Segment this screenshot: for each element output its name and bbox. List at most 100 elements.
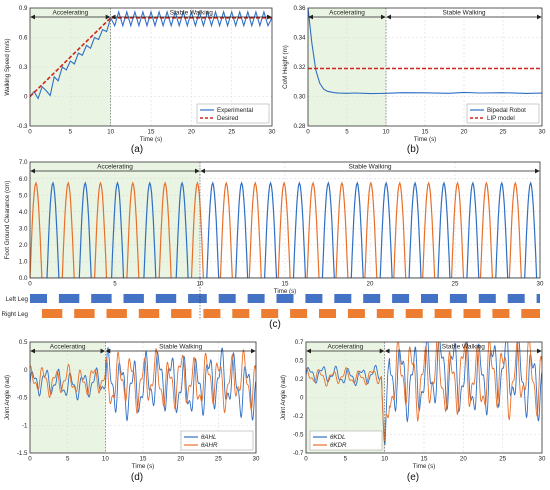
gait-stance-bar: [363, 294, 381, 303]
y-tick-label: 0.6: [19, 35, 28, 42]
x-tick-label: 25: [228, 129, 235, 136]
left-foot-swing: [495, 181, 509, 278]
y-tick-label: -0.5: [17, 395, 28, 402]
panel-label: (b): [407, 144, 419, 155]
stable-walking-label: Stable Walking: [170, 10, 213, 17]
x-tick-label: 20: [367, 281, 374, 288]
y-axis-label: Joint Angle (rad): [4, 375, 11, 420]
left-foot-swing: [350, 181, 364, 278]
right-foot-swing: [306, 181, 320, 278]
y-tick-label: 7.0: [19, 159, 28, 166]
gait-stance-bar: [478, 294, 496, 303]
panel-label: (d): [131, 472, 143, 483]
gait-stance-bar: [106, 309, 127, 318]
gait-stance-bar: [74, 309, 95, 318]
y-axis-label: Foot Ground Clearance (cm): [4, 181, 11, 260]
legend-box: [466, 103, 540, 124]
left-foot-swing: [46, 181, 60, 278]
y-tick-label: 0.7: [295, 339, 304, 346]
y-tick-label: 0.2: [295, 376, 304, 383]
left-foot-swing: [524, 181, 538, 278]
x-tick-label: 0: [28, 456, 32, 463]
y-tick-label: 5.0: [19, 192, 28, 199]
legend-label: Desired: [217, 115, 239, 122]
x-tick-label: 20: [188, 129, 195, 136]
y-tick-label: 0.30: [293, 94, 306, 101]
y-tick-label: -1: [22, 422, 28, 429]
right-foot-swing: [508, 181, 522, 278]
accelerating-label: Accelerating: [97, 164, 133, 171]
series-group: [30, 346, 256, 422]
series-group: [306, 342, 542, 446]
gait-stance-bar: [290, 309, 308, 318]
right-foot-swing: [126, 181, 140, 278]
right-foot-swing: [61, 181, 75, 278]
right-foot-swing: [277, 181, 291, 278]
gait-stance-bar: [392, 294, 410, 303]
panel-b-chart: Accelerating Stable Walking 0 5 10 15 20 25 30 0.…: [282, 5, 546, 155]
axes-frame: [305, 341, 543, 454]
left-foot-swing: [264, 181, 278, 278]
panel-a-chart: Accelerating Stable Walking 0 5 10 15 20 25 30 -0…: [4, 5, 276, 155]
y-tick-label: -0.5: [293, 432, 304, 439]
panel-label: (c): [269, 319, 281, 330]
axes-frame: [29, 341, 257, 454]
y-axis-label: Walking Speed (m/s): [4, 38, 11, 95]
legend-label: θKDL: [330, 434, 346, 441]
left-foot-swing: [466, 181, 480, 278]
left-foot-swing: [111, 181, 125, 278]
x-tick-label: 30: [537, 281, 544, 288]
accelerating-label: Accelerating: [50, 344, 86, 351]
panel-label: (e): [407, 472, 419, 483]
y-tick-label: 1.0: [19, 259, 28, 266]
x-axis-label: Time (s): [274, 288, 296, 295]
gait-stance-bar: [41, 309, 63, 318]
x-tick-label: 15: [282, 281, 289, 288]
y-tick-label: 0.36: [293, 5, 306, 12]
y-tick-label: 0.28: [293, 123, 306, 130]
gait-stance-bar: [507, 294, 525, 303]
x-tick-label: 30: [539, 456, 546, 463]
legend-box: [180, 430, 254, 451]
x-tick-label: 20: [177, 456, 184, 463]
axes-frame: [29, 161, 541, 279]
stable-walking-label: Stable Walking: [442, 10, 485, 17]
x-tick-label: 5: [113, 281, 117, 288]
legend-box: [196, 103, 270, 124]
x-tick-label: 25: [499, 456, 506, 463]
stable-walking-label: Stable Walking: [348, 164, 391, 171]
y-tick-label: 6.0: [19, 176, 28, 183]
x-tick-label: 15: [148, 129, 155, 136]
x-axis-label: Time (s): [413, 463, 435, 470]
gait-stance-bar: [521, 309, 540, 318]
y-tick-label: -0.2: [293, 413, 304, 420]
gait-stance-bar: [421, 294, 438, 303]
gait-stance-bar: [30, 294, 47, 303]
left-foot-swing: [437, 181, 451, 278]
series-group: [308, 8, 542, 95]
right-foot-swing: [479, 181, 493, 278]
gait-row-label: Right Leg: [2, 311, 29, 318]
gait-stance-bar: [319, 309, 336, 318]
x-tick-label: 20: [461, 129, 468, 136]
gait-stance-bar: [305, 294, 323, 303]
left-foot-swing: [379, 181, 393, 278]
legend-label: θAHL: [201, 434, 217, 441]
series-line-2: [306, 342, 542, 441]
panel-e-chart: Accelerating Stable Walking 0 5 10 15 20 25 30 -0…: [280, 339, 546, 483]
series-line-2: [30, 16, 272, 98]
panel-label: (a): [131, 144, 143, 155]
y-tick-label: 0.0: [19, 275, 28, 282]
y-tick-label: 0.9: [19, 5, 28, 12]
y-tick-label: 0: [24, 94, 28, 101]
accelerating-label: Accelerating: [52, 10, 88, 17]
x-tick-label: 25: [215, 456, 222, 463]
x-tick-label: 5: [345, 129, 349, 136]
right-foot-swing: [422, 181, 436, 278]
series-group: [30, 181, 540, 278]
gait-stance-bar: [91, 294, 112, 303]
y-tick-label: 3.0: [19, 225, 28, 232]
gait-stance-bar: [434, 309, 452, 318]
